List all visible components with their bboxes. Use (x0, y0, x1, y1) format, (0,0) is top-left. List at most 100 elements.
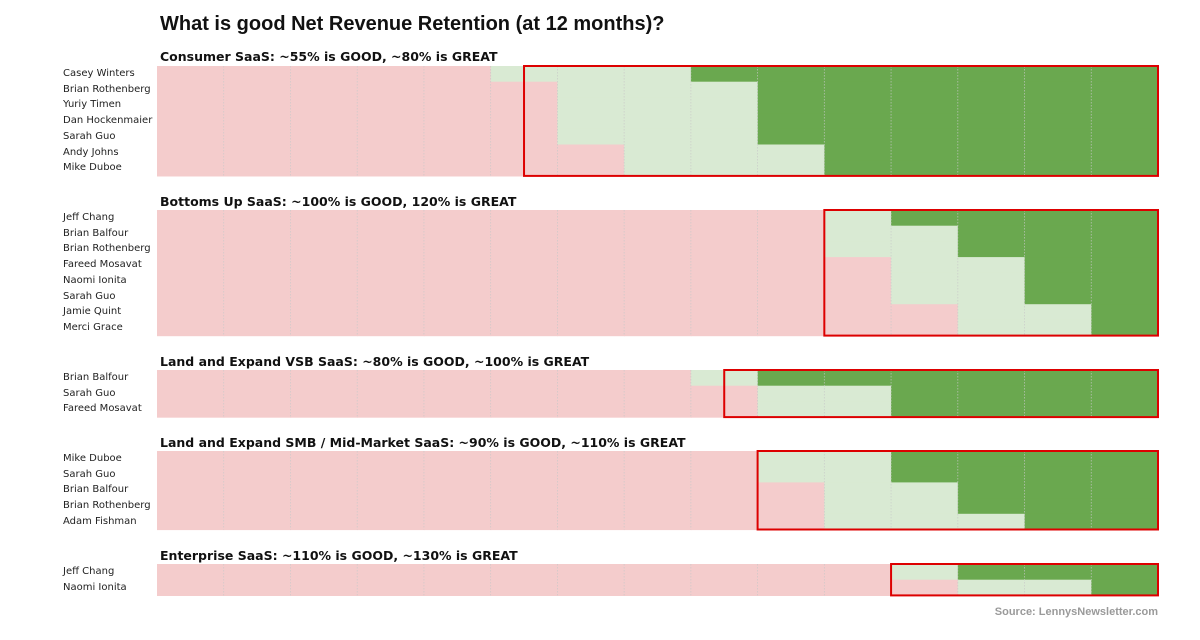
heatmap-cell (891, 81, 959, 98)
section-title: Enterprise SaaS: ~110% is GOOD, ~130% is… (160, 548, 518, 563)
heatmap-cell (690, 482, 759, 499)
heatmap-cell (290, 66, 358, 83)
heatmap-cell (624, 128, 692, 146)
heatmap-cell (357, 241, 425, 258)
chart-title: What is good Net Revenue Retention (at 1… (160, 13, 665, 35)
heatmap-cell (557, 113, 625, 130)
heatmap-cell (824, 97, 892, 114)
heatmap-cell (290, 144, 358, 161)
heatmap-cell (223, 401, 292, 418)
heatmap-cell (557, 241, 625, 258)
heatmap-cell (490, 579, 558, 596)
heatmap-cell (290, 272, 358, 290)
heatmap-cell (1091, 160, 1159, 177)
row-label: Jamie Quint (63, 306, 122, 318)
section-title: Land and Expand VSB SaaS: ~80% is GOOD, … (160, 354, 590, 369)
heatmap-cell (1024, 466, 1092, 483)
heatmap-cell (757, 210, 825, 227)
heatmap-cell (157, 401, 225, 418)
heatmap-cell (490, 564, 558, 581)
heatmap-cell (891, 160, 959, 177)
heatmap-cell (1024, 66, 1092, 83)
heatmap-cell (357, 513, 425, 531)
heatmap-cell (824, 241, 892, 258)
heatmap-cell (290, 401, 358, 418)
heatmap-cell (223, 97, 292, 114)
heatmap-cell (624, 160, 692, 177)
row-label: Jeff Chang (63, 566, 115, 577)
row-label: Mike Duboe (63, 162, 122, 174)
heatmap-cell (824, 160, 892, 177)
row-label: Naomi Ionita (63, 581, 127, 593)
heatmap-cell (223, 128, 292, 146)
heatmap-cell (290, 128, 358, 146)
highlight-box (823, 209, 1160, 337)
heatmap-cell (1091, 482, 1159, 499)
heatmap-cell (357, 225, 425, 242)
heatmap-cell (824, 257, 892, 274)
heatmap-cell (757, 66, 825, 83)
heatmap-cell (690, 81, 759, 98)
heatmap-cell (357, 144, 425, 161)
heatmap-cell (824, 113, 892, 130)
row-label: Naomi Ionita (63, 274, 127, 286)
heatmap-cell (624, 97, 692, 114)
heatmap-cell (957, 288, 1026, 305)
heatmap-cell (157, 466, 225, 483)
heatmap-cell (624, 498, 692, 515)
heatmap-cell (223, 466, 292, 483)
heatmap-cell (557, 81, 625, 98)
heatmap-cell (891, 97, 959, 114)
heatmap-cell (357, 482, 425, 499)
heatmap-cell (157, 319, 225, 337)
heatmap-cell (223, 319, 292, 337)
heatmap-cell (490, 304, 558, 321)
heatmap-cell (690, 272, 759, 290)
heatmap-cell (357, 451, 425, 468)
heatmap-cell (891, 241, 959, 258)
heatmap-cell (891, 564, 959, 581)
heatmap-cell (1091, 113, 1159, 130)
heatmap-cell (690, 513, 759, 531)
heatmap-cell (824, 482, 892, 499)
heatmap-cell (490, 451, 558, 468)
heatmap-cell (490, 319, 558, 337)
heatmap-cell (357, 370, 425, 387)
heatmap-cell (1024, 272, 1092, 290)
heatmap-cell (557, 144, 625, 161)
heatmap-cell (423, 466, 492, 483)
heatmap-cell (357, 401, 425, 418)
heatmap-cell (357, 66, 425, 83)
heatmap-cell (891, 466, 959, 483)
heatmap-cell (957, 97, 1026, 114)
heatmap-cell (757, 370, 825, 387)
heatmap-cell (1091, 97, 1159, 114)
heatmap-cell (624, 370, 692, 387)
heatmap-cell (290, 225, 358, 242)
heatmap-cell (490, 225, 558, 242)
heatmap-cell (690, 319, 759, 337)
heatmap-cell (891, 304, 959, 321)
heatmap-cell (290, 160, 358, 177)
heatmap-cell (624, 66, 692, 83)
row-label: Brian Balfour (63, 227, 129, 239)
heatmap-cell (1024, 144, 1092, 161)
heatmap-cell (557, 257, 625, 274)
heatmap-cell (423, 225, 492, 242)
heatmap-cell (757, 498, 825, 515)
heatmap-cell (1091, 401, 1159, 418)
heatmap-cell (490, 498, 558, 515)
heatmap-cell (690, 466, 759, 483)
heatmap-cell (157, 288, 225, 305)
heatmap-cell (757, 385, 825, 402)
heatmap-cell (557, 401, 625, 418)
heatmap-cell (1024, 370, 1092, 387)
heatmap-cell (824, 319, 892, 337)
heatmap-cell (1024, 97, 1092, 114)
heatmap-cell (290, 513, 358, 531)
heatmap-cell (290, 385, 358, 402)
heatmap-cell (624, 210, 692, 227)
heatmap-cell (290, 370, 358, 387)
heatmap-cell (824, 210, 892, 227)
heatmap-cell (891, 451, 959, 468)
